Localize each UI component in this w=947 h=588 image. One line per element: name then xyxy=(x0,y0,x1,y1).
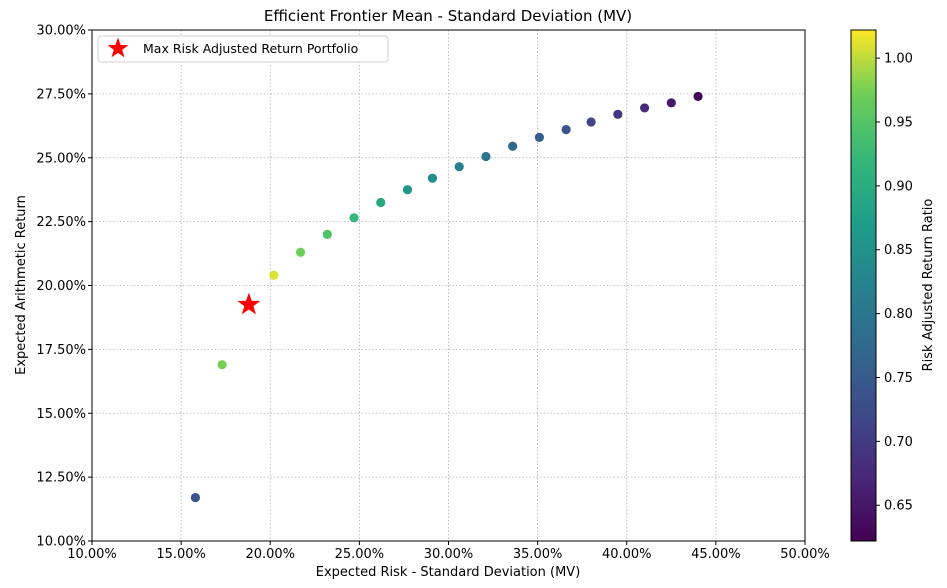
frontier-points xyxy=(190,91,703,503)
y-tick-label: 22.50% xyxy=(36,215,86,230)
frontier-point xyxy=(639,103,650,113)
frontier-point xyxy=(269,270,279,280)
frontier-point xyxy=(217,360,227,370)
colorbar-gradient xyxy=(851,30,876,541)
colorbar-tick-label: 0.65 xyxy=(884,499,913,514)
colorbar-tick-label: 0.80 xyxy=(884,307,913,322)
colorbar-label: Risk Adjusted Return Ratio xyxy=(921,199,936,372)
y-tick-label: 10.00% xyxy=(36,535,86,550)
x-tick-label: 40.00% xyxy=(602,547,652,562)
colorbar-tick-label: 1.00 xyxy=(884,52,913,67)
frontier-point xyxy=(508,141,518,151)
frontier-point xyxy=(534,132,545,142)
x-tick-label: 35.00% xyxy=(513,547,563,562)
x-tick-label: 50.00% xyxy=(780,547,830,562)
frontier-point xyxy=(561,125,571,135)
frontier-point xyxy=(427,173,438,183)
y-tick-label: 17.50% xyxy=(36,343,86,358)
legend-box xyxy=(97,35,389,63)
x-tick-label: 30.00% xyxy=(424,547,474,562)
x-tick-label: 15.00% xyxy=(156,547,206,562)
legend: Max Risk Adjusted Return Portfolio xyxy=(97,35,389,63)
colorbar: 0.65 0.70 0.75 0.80 0.85 0.90 0.95 1.00 Risk Ad… xyxy=(850,29,936,542)
x-axis-label: Expected Risk - Standard Deviation (MV) xyxy=(316,565,581,580)
frontier-point xyxy=(376,197,386,208)
y-tick-label: 15.00% xyxy=(36,407,86,422)
y-tick-label: 30.00% xyxy=(36,24,86,39)
x-tick-label: 20.00% xyxy=(245,547,295,562)
frontier-point xyxy=(481,151,491,162)
x-tick-label: 45.00% xyxy=(691,547,741,562)
y-tick-label: 25.00% xyxy=(36,151,86,166)
plot-frame xyxy=(91,29,806,542)
frontier-point xyxy=(295,247,306,257)
highlight-layer xyxy=(237,292,261,315)
legend-label: Max Risk Adjusted Return Portfolio xyxy=(143,41,358,56)
x-tick-label: 10.00% xyxy=(67,547,117,562)
frontier-point xyxy=(190,492,200,503)
frontier-point xyxy=(613,109,623,119)
frontier-point xyxy=(586,117,596,127)
frontier-point xyxy=(349,213,359,223)
frontier-point xyxy=(693,91,703,102)
x-tick-label: 25.00% xyxy=(335,547,385,562)
max-risk-adjusted-star xyxy=(237,292,261,315)
y-axis-label: Expected Arithmetic Return xyxy=(14,195,29,375)
legend-star-icon xyxy=(107,37,129,58)
frontier-point xyxy=(454,162,464,172)
frontier-point xyxy=(402,185,413,195)
y-tick-label: 27.50% xyxy=(36,87,86,102)
y-tick-label: 12.50% xyxy=(36,471,86,486)
frontier-point xyxy=(666,98,676,108)
grid-lines xyxy=(91,29,806,542)
colorbar-tick-label: 0.85 xyxy=(884,243,913,258)
colorbar-tick-label: 0.95 xyxy=(884,115,913,130)
colorbar-tick-label: 0.75 xyxy=(884,371,913,386)
colorbar-tick-label: 0.90 xyxy=(884,179,913,194)
colorbar-frame xyxy=(850,29,877,542)
frontier-point xyxy=(322,229,332,239)
colorbar-ticks: 0.65 0.70 0.75 0.80 0.85 0.90 0.95 1.00 xyxy=(876,52,913,514)
colorbar-tick-label: 0.70 xyxy=(884,435,913,450)
axis-ticks: 10.00% 15.00% 20.00% 25.00% 30.00% 35.00% 40.0… xyxy=(36,24,829,563)
chart-title: Efficient Frontier Mean - Standard Devia… xyxy=(264,7,632,25)
y-tick-label: 20.00% xyxy=(36,279,86,294)
